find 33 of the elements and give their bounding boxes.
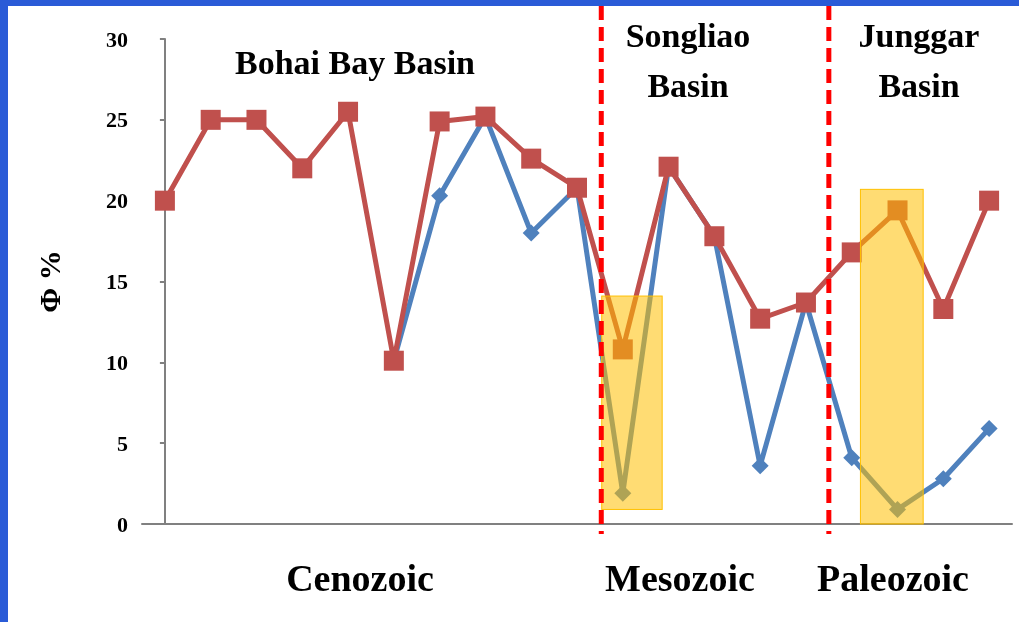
y-tick-label: 30 [106, 26, 128, 52]
point [154, 190, 175, 211]
point [980, 420, 998, 438]
annotation: Bohai Bay Basin [235, 43, 476, 81]
y-tick-label: 0 [117, 511, 128, 537]
point [889, 500, 907, 518]
point [934, 470, 952, 488]
y-tick-label: 20 [106, 188, 128, 214]
text: Cenozoic [286, 557, 434, 599]
point [200, 109, 221, 130]
annotation: Songliao Basin [625, 16, 751, 104]
point [246, 109, 267, 130]
point [429, 111, 450, 132]
point [843, 449, 861, 467]
point [522, 224, 540, 242]
y-tick-label: 5 [117, 430, 128, 456]
y-tick-label: 25 [106, 107, 128, 133]
y-tick-label: 15 [106, 269, 128, 294]
point [521, 148, 542, 169]
point [431, 187, 449, 205]
text: Paleozoic [817, 557, 969, 599]
point [979, 190, 1000, 211]
point [750, 308, 771, 329]
point [841, 242, 862, 263]
point [933, 298, 954, 319]
point [612, 339, 633, 360]
text: Mesozoic [605, 557, 755, 599]
point [292, 158, 313, 179]
point [338, 101, 359, 122]
annotation: Junggar Basin [858, 16, 980, 104]
point [887, 200, 908, 221]
y-axis-title: Φ % [32, 250, 66, 313]
y-tick-label: 10 [106, 349, 128, 375]
